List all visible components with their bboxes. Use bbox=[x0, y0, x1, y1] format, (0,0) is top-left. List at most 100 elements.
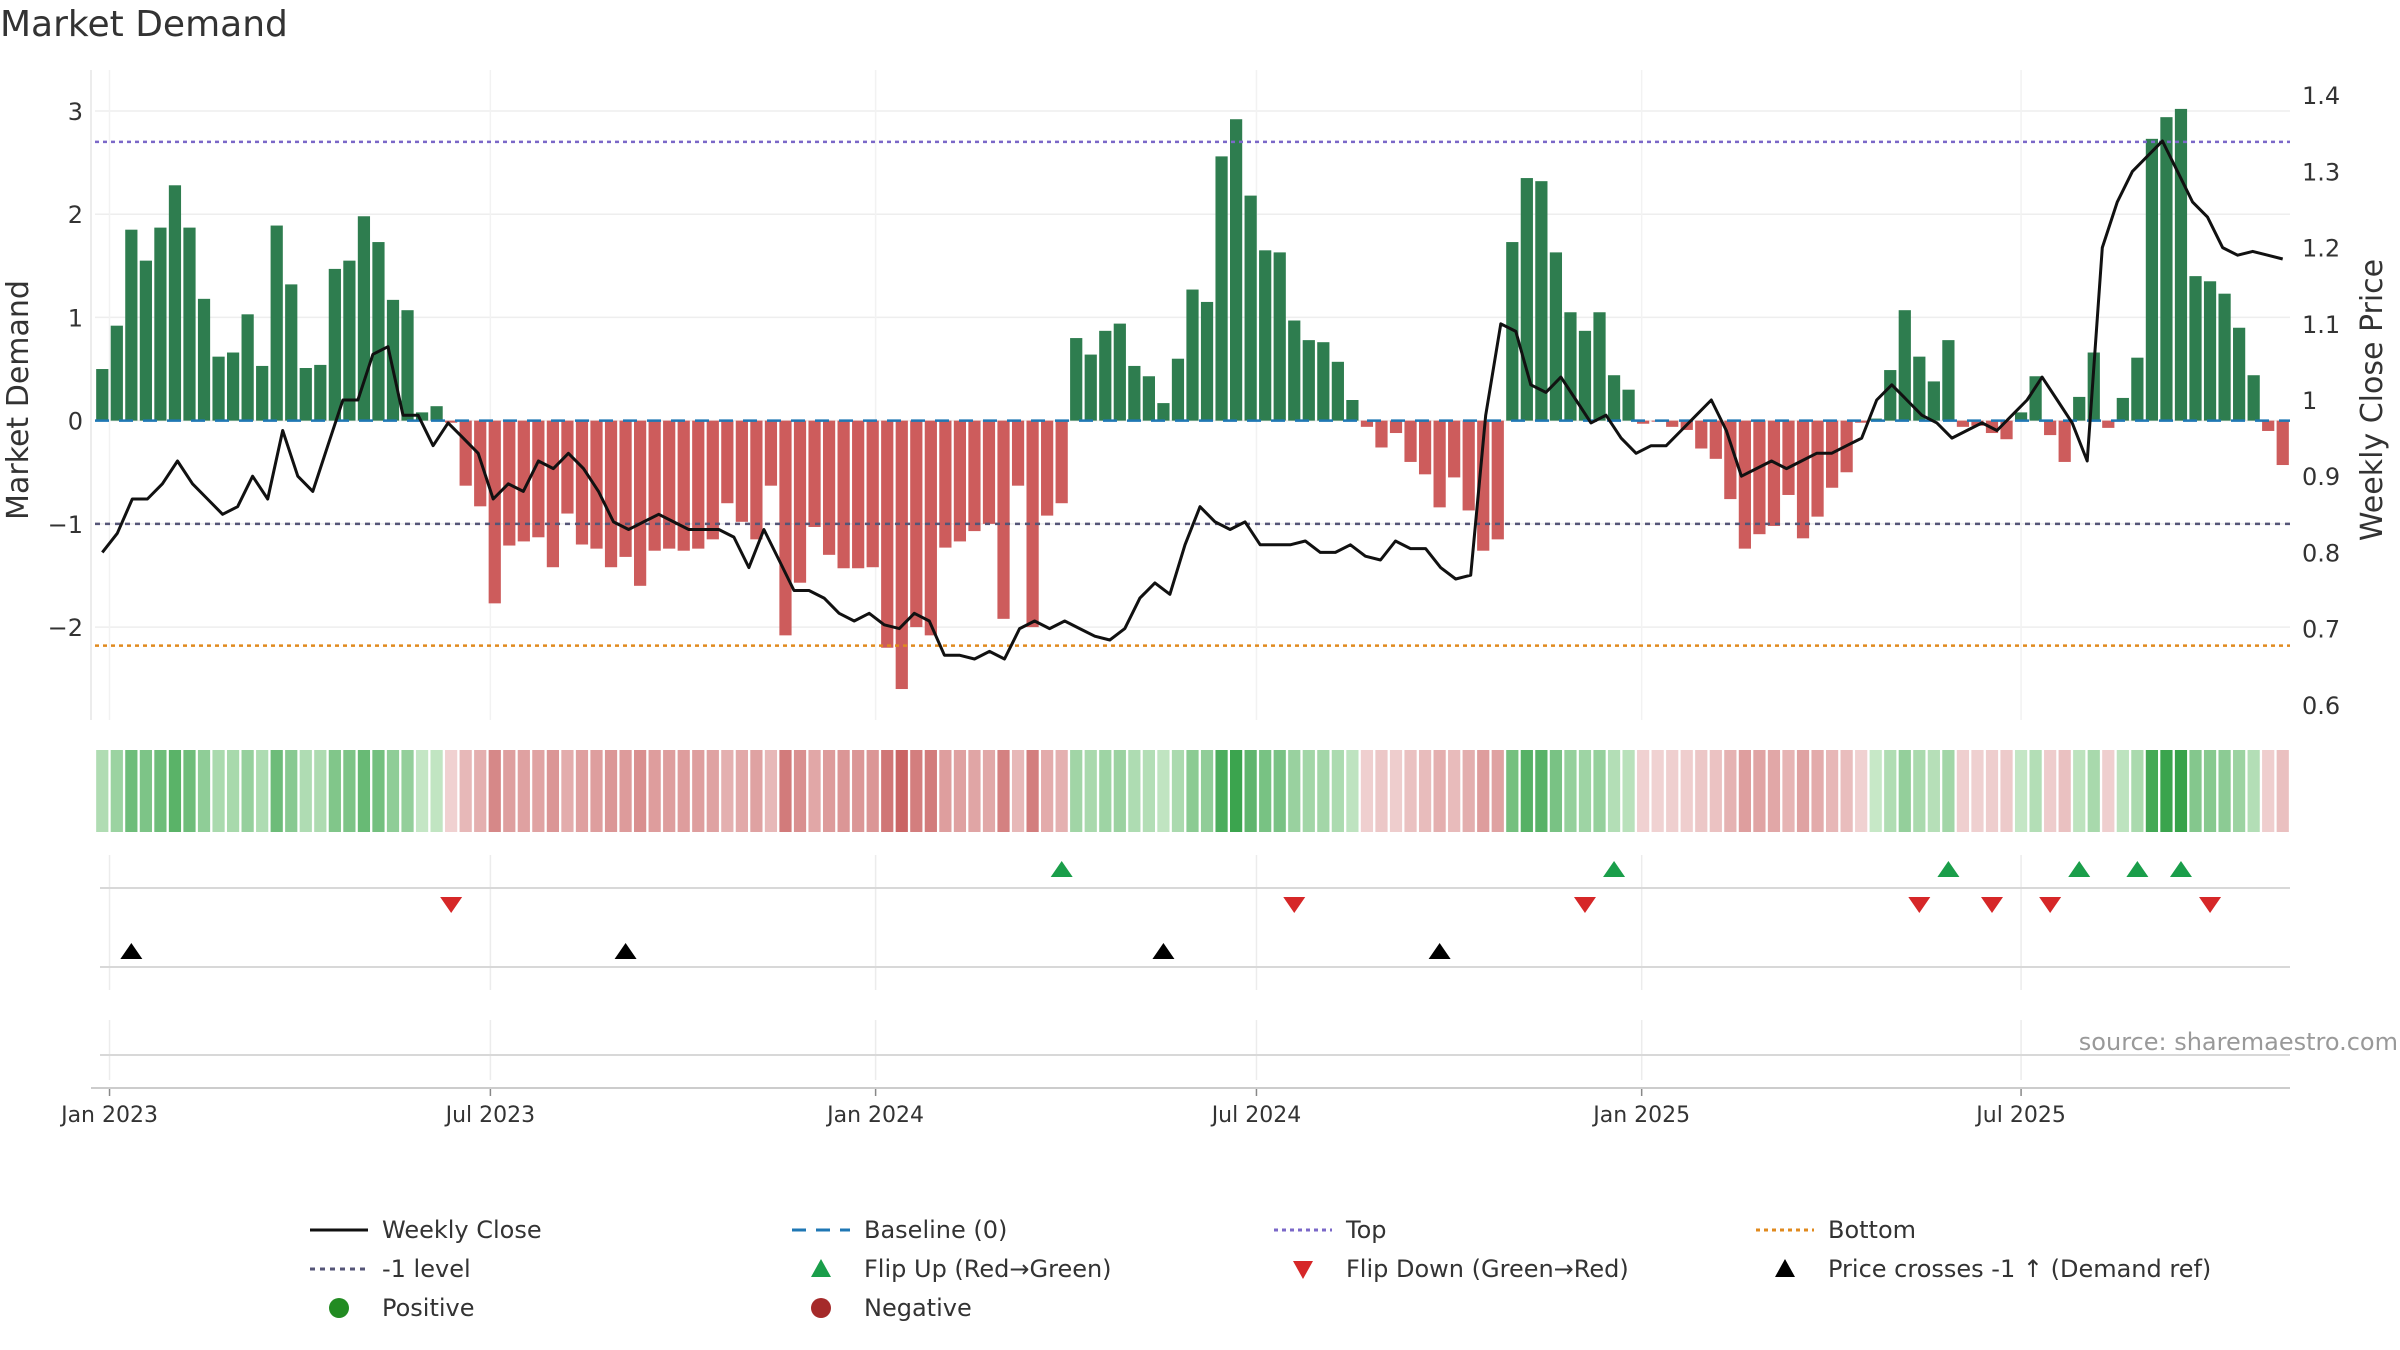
demand-bar bbox=[677, 420, 690, 551]
heat-cell bbox=[197, 750, 211, 832]
heat-cell bbox=[1186, 750, 1199, 832]
heat-cell bbox=[1796, 750, 1810, 832]
demand-bar bbox=[2247, 375, 2260, 421]
legend-top: Top bbox=[1264, 1215, 1746, 1245]
y2-axis-title: Weekly Close Price bbox=[2355, 259, 2390, 541]
demand-bar bbox=[1302, 340, 1315, 421]
y-tick-label: 1 bbox=[68, 304, 83, 332]
flip-up-marker bbox=[2126, 861, 2149, 877]
heat-cell bbox=[372, 750, 385, 832]
heat-cell bbox=[910, 750, 923, 832]
demand-bar bbox=[1230, 119, 1243, 421]
demand-bar bbox=[1535, 181, 1548, 421]
demand-bar bbox=[401, 310, 414, 421]
heat-cell bbox=[881, 750, 894, 832]
heat-cell bbox=[1070, 750, 1083, 832]
heat-cell bbox=[1448, 750, 1461, 832]
y2-tick-label: 0.9 bbox=[2302, 463, 2340, 491]
y2-tick-label: 1.3 bbox=[2302, 158, 2340, 186]
heat-cell bbox=[1855, 750, 1868, 832]
heat-cell bbox=[953, 750, 967, 832]
demand-bar bbox=[1607, 375, 1621, 421]
baseline-swatch bbox=[792, 1228, 850, 1231]
heat-cell bbox=[1666, 750, 1679, 832]
heat-cell bbox=[270, 750, 283, 832]
demand-bar bbox=[1360, 420, 1374, 427]
demand-bar bbox=[2116, 397, 2129, 421]
heat-cell bbox=[445, 750, 458, 832]
market-demand-chart: 3 2 1 0 −1 −2 1.4 1.3 1.2 1.1 1 0.9 0.8 0.7 0.6 Jan 202… bbox=[1, 70, 2398, 1128]
heat-cell bbox=[1317, 750, 1330, 832]
heat-cell bbox=[1593, 750, 1606, 832]
demand-bar bbox=[1884, 370, 1897, 421]
y2-tick-label: 1.2 bbox=[2302, 235, 2340, 263]
heat-cell bbox=[415, 750, 429, 832]
demand-bar bbox=[1375, 420, 1388, 448]
heat-cell bbox=[648, 750, 661, 832]
heat-cell bbox=[2189, 750, 2202, 832]
heat-cell bbox=[212, 750, 225, 832]
heat-cell bbox=[256, 750, 269, 832]
heat-cell bbox=[343, 750, 356, 832]
demand-bar bbox=[2058, 420, 2071, 462]
cross-up-marker bbox=[1428, 943, 1451, 959]
heat-cell bbox=[1709, 750, 1722, 832]
heat-cell bbox=[168, 750, 182, 832]
legend-baseline-label: Baseline (0) bbox=[864, 1215, 1008, 1244]
legend-row-2: -1 level Flip Up (Red→Green) Flip Down (… bbox=[300, 1249, 2250, 1288]
heat-cell bbox=[2000, 750, 2013, 832]
demand-bar bbox=[445, 420, 458, 423]
demand-bar bbox=[924, 420, 937, 636]
x-tick-label: Jan 2023 bbox=[59, 1103, 158, 1128]
legend-top-label: Top bbox=[1346, 1215, 1387, 1244]
heat-cell bbox=[532, 750, 545, 832]
heat-cell bbox=[2131, 750, 2144, 832]
demand-bar bbox=[343, 260, 356, 421]
flip-down-marker bbox=[440, 897, 463, 913]
demand-bar bbox=[2276, 420, 2289, 466]
flip-down-marker bbox=[1283, 897, 1306, 913]
heat-cell bbox=[1288, 750, 1301, 832]
heat-cell bbox=[1825, 750, 1839, 832]
demand-bar bbox=[168, 185, 182, 421]
flip-up-marker bbox=[2169, 861, 2192, 877]
source-note: source: sharemaestro.com bbox=[2079, 1028, 2398, 1056]
heat-cell bbox=[1782, 750, 1795, 832]
demand-bar bbox=[212, 356, 225, 421]
heat-cell bbox=[1477, 750, 1490, 832]
demand-bar bbox=[1433, 420, 1446, 508]
heat-cell bbox=[663, 750, 676, 832]
demand-bar bbox=[561, 420, 574, 514]
heat-cell bbox=[1942, 750, 1955, 832]
demand-bar bbox=[386, 299, 400, 421]
heat-cell bbox=[1607, 750, 1621, 832]
demand-bar bbox=[1331, 361, 1344, 421]
demand-bar bbox=[517, 420, 530, 542]
demand-bar bbox=[1070, 338, 1083, 421]
heat-cell bbox=[386, 750, 400, 832]
demand-bar bbox=[721, 420, 734, 504]
heat-cell bbox=[1622, 750, 1635, 832]
demand-bar bbox=[1462, 420, 1475, 511]
heat-cell bbox=[808, 750, 821, 832]
demand-bar bbox=[1418, 420, 1432, 475]
legend-flip-down-label: Flip Down (Green→Red) bbox=[1346, 1254, 1629, 1283]
heat-cell bbox=[1898, 750, 1911, 832]
heat-cell bbox=[503, 750, 516, 832]
heat-cell bbox=[866, 750, 879, 832]
heat-cell bbox=[430, 750, 443, 832]
heat-cell bbox=[459, 750, 472, 832]
demand-bar bbox=[2044, 420, 2057, 436]
demand-bar bbox=[139, 260, 152, 421]
demand-bar bbox=[2014, 412, 2028, 421]
demand-bar bbox=[2218, 293, 2231, 421]
legend-cross-label: Price crosses -1 ↑ (Demand ref) bbox=[1828, 1254, 2212, 1283]
heat-cell bbox=[2276, 750, 2289, 832]
demand-bar bbox=[2073, 396, 2086, 421]
demand-bar bbox=[1099, 330, 1112, 421]
demand-bar bbox=[1491, 420, 1504, 540]
heat-cell bbox=[837, 750, 850, 832]
heat-cell bbox=[1200, 750, 1214, 832]
demand-bar bbox=[532, 420, 545, 538]
heat-cell bbox=[1695, 750, 1708, 832]
